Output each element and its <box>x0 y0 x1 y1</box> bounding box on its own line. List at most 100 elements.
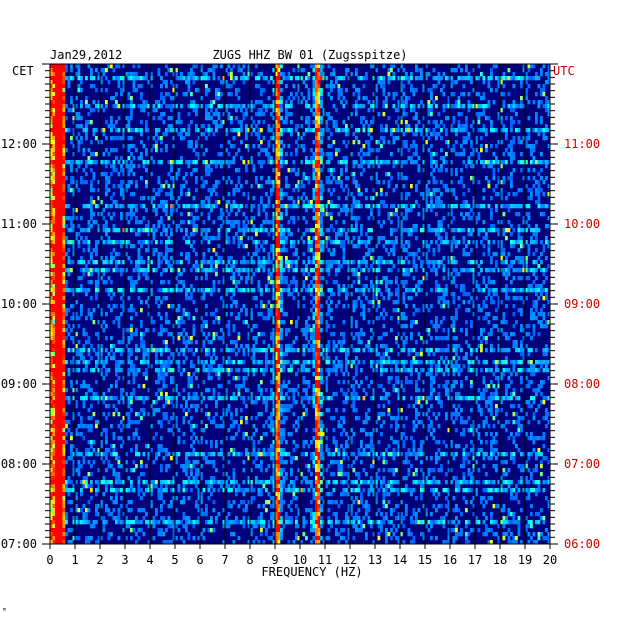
heatmap-cell <box>165 84 168 89</box>
heatmap-cell <box>57 136 61 141</box>
heatmap-cell <box>207 116 211 121</box>
heatmap-cell <box>290 112 293 117</box>
heatmap-cell <box>112 164 116 169</box>
heatmap-cell <box>380 84 383 89</box>
heatmap-cell <box>202 256 206 261</box>
heatmap-cell <box>77 144 81 149</box>
heatmap-cell <box>387 68 391 73</box>
heatmap-cell <box>380 124 383 129</box>
heatmap-cell <box>447 104 451 109</box>
heatmap-cell <box>540 188 543 193</box>
heatmap-cell <box>330 252 333 257</box>
heatmap-cell <box>102 272 106 277</box>
heatmap-cell <box>252 168 256 173</box>
heatmap-cell <box>500 260 503 265</box>
heatmap-cell <box>307 200 311 205</box>
heatmap-cell <box>385 160 388 165</box>
heatmap-cell <box>535 92 538 97</box>
heatmap-cell <box>105 160 108 165</box>
heatmap-cell <box>167 216 171 221</box>
heatmap-cell <box>420 264 423 269</box>
heatmap-cell <box>277 76 281 81</box>
heatmap-cell <box>377 180 381 185</box>
heatmap-cell <box>467 268 471 273</box>
heatmap-cell <box>435 136 438 141</box>
heatmap-cell <box>490 160 493 165</box>
heatmap-cell <box>190 92 193 97</box>
heatmap-cell <box>205 276 208 281</box>
heatmap-cell <box>267 140 271 145</box>
heatmap-cell <box>360 268 363 273</box>
heatmap-cell <box>470 104 473 109</box>
heatmap-cell <box>455 260 458 265</box>
heatmap-cell <box>92 172 96 177</box>
heatmap-cell <box>100 76 103 81</box>
heatmap-cell <box>202 180 206 185</box>
heatmap-cell <box>125 188 128 193</box>
heatmap-cell <box>192 300 196 305</box>
heatmap-cell <box>147 228 151 233</box>
heatmap-cell <box>525 268 528 273</box>
heatmap-cell <box>210 108 213 113</box>
heatmap-cell <box>150 76 153 81</box>
heatmap-cell <box>435 120 438 125</box>
heatmap-cell <box>492 64 496 69</box>
heatmap-cell <box>425 140 428 145</box>
heatmap-cell <box>407 252 411 257</box>
heatmap-cell <box>280 224 283 229</box>
heatmap-cell <box>130 112 133 117</box>
heatmap-cell <box>190 204 193 209</box>
heatmap-cell <box>277 248 281 253</box>
heatmap-cell <box>477 232 481 237</box>
heatmap-cell <box>417 308 421 313</box>
heatmap-cell <box>502 124 506 129</box>
heatmap-cell <box>257 76 261 81</box>
heatmap-cell <box>462 184 466 189</box>
heatmap-cell <box>277 284 281 289</box>
heatmap-cell <box>425 72 428 77</box>
heatmap-cell <box>280 320 283 325</box>
heatmap-cell <box>270 156 273 161</box>
heatmap-cell <box>277 272 281 277</box>
heatmap-cell <box>55 120 58 125</box>
heatmap-cell <box>312 236 316 241</box>
heatmap-cell <box>195 160 198 165</box>
heatmap-cell <box>215 96 218 101</box>
heatmap-cell <box>357 204 361 209</box>
heatmap-cell <box>170 256 173 261</box>
heatmap-cell <box>327 180 331 185</box>
heatmap-cell <box>412 252 416 257</box>
heatmap-cell <box>85 228 88 233</box>
heatmap-cell <box>525 76 528 81</box>
heatmap-cell <box>202 160 206 165</box>
heatmap-cell <box>237 312 241 317</box>
heatmap-cell <box>207 216 211 221</box>
heatmap-cell <box>237 204 241 209</box>
heatmap-cell <box>272 188 276 193</box>
heatmap-cell <box>177 160 181 165</box>
heatmap-cell <box>545 136 548 141</box>
heatmap-cell <box>430 268 433 273</box>
heatmap-cell <box>527 128 531 133</box>
heatmap-cell <box>537 184 541 189</box>
heatmap-cell <box>120 88 123 93</box>
heatmap-cell <box>407 80 411 85</box>
heatmap-cell <box>535 268 538 273</box>
heatmap-cell <box>515 268 518 273</box>
heatmap-cell <box>170 192 173 197</box>
heatmap-cell <box>105 100 108 105</box>
heatmap-cell <box>90 184 93 189</box>
heatmap-cell <box>265 152 268 157</box>
heatmap-cell <box>275 240 278 245</box>
heatmap-cell <box>437 284 441 289</box>
heatmap-cell <box>212 184 216 189</box>
heatmap-cell <box>477 120 481 125</box>
heatmap-cell <box>200 260 203 265</box>
heatmap-cell <box>275 80 278 85</box>
heatmap-cell <box>122 132 126 137</box>
heatmap-cell <box>195 140 198 145</box>
heatmap-cell <box>317 188 321 193</box>
heatmap-cell <box>327 84 331 89</box>
heatmap-cell <box>347 208 351 213</box>
heatmap-cell <box>277 244 281 249</box>
